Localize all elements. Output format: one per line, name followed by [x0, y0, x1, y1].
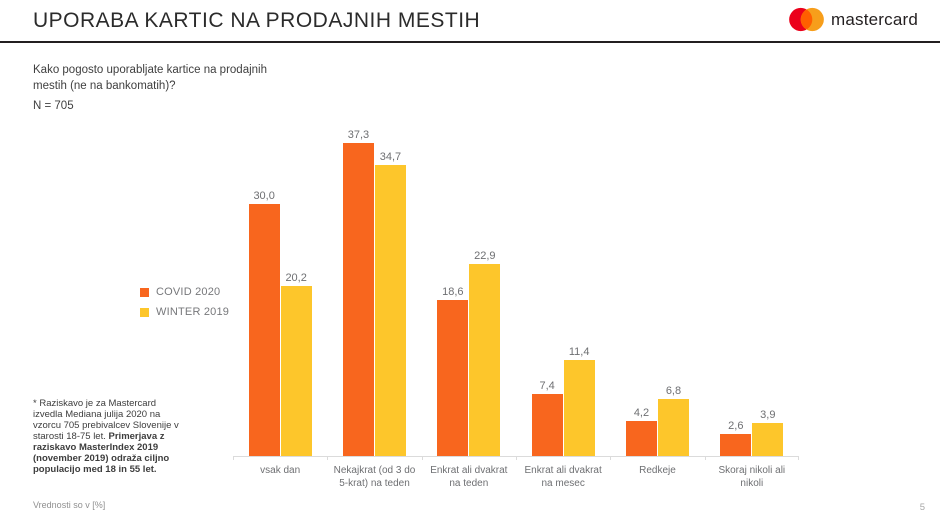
bar-covid-2020 — [342, 143, 374, 456]
bar-group: 37,3 34,7 — [327, 121, 421, 456]
bar-column: 2,6 — [720, 420, 752, 456]
category-label: Nekajkrat (od 3 do 5-krat) na teden — [327, 457, 421, 490]
category-label: vsak dan — [233, 457, 327, 490]
bar-value-label: 20,2 — [285, 272, 307, 284]
page-number: 5 — [919, 502, 925, 513]
footnote-bold: Primerjava z raziskavo MasterIndex 2019 … — [33, 431, 170, 476]
bar-chart: 30,0 20,2 37,3 34,7 18,6 22,9 7,4 11,4 4,2 6,8 2,6… — [233, 121, 799, 490]
category-label: Redkeje — [610, 457, 704, 490]
bar-column: 18,6 — [437, 286, 469, 456]
bar-winter-2019 — [469, 264, 501, 456]
bar-column: 7,4 — [531, 380, 563, 456]
survey-question: Kako pogosto uporabljate kartice na prod… — [33, 64, 267, 92]
bar-value-label: 34,7 — [379, 151, 402, 163]
category-label: Skoraj nikoli ali nikoli — [704, 457, 799, 490]
bar-winter-2019 — [374, 165, 406, 456]
bar-group: 30,0 20,2 — [233, 121, 327, 456]
footnote: * Raziskavo je za Mastercard izvedla Med… — [33, 398, 187, 475]
bar-winter-2019 — [752, 423, 784, 456]
bar-value-label: 7,4 — [539, 380, 555, 392]
bar-group: 2,6 3,9 — [705, 121, 799, 456]
bar-column: 34,7 — [374, 151, 406, 456]
bar-value-label: 2,6 — [728, 420, 744, 432]
bar-covid-2020 — [531, 394, 563, 456]
bar-column: 22,9 — [469, 250, 501, 456]
legend-swatch — [140, 287, 149, 297]
bar-column: 37,3 — [342, 129, 374, 456]
bar-column: 30,0 — [248, 190, 280, 456]
category-label: Enkrat ali dvakrat na mesec — [515, 457, 610, 490]
bar-column: 20,2 — [280, 272, 312, 456]
bar-group: 18,6 22,9 — [422, 121, 516, 456]
bar-column: 4,2 — [625, 407, 657, 456]
bar-winter-2019 — [563, 360, 595, 456]
bar-value-label: 11,4 — [568, 346, 590, 358]
header-divider — [0, 41, 940, 43]
bar-covid-2020 — [720, 434, 752, 456]
category-axis: vsak dan Nekajkrat (od 3 do 5-krat) na te… — [233, 457, 799, 490]
values-unit-note: Vrednosti so v [%] — [33, 500, 106, 510]
legend-swatch — [140, 307, 149, 317]
bar-covid-2020 — [248, 204, 280, 456]
chart-legend: COVID 2020 WINTER 2019 — [140, 286, 229, 318]
mastercard-logo: mastercard — [788, 6, 918, 33]
bar-winter-2019 — [657, 399, 689, 456]
legend-item: WINTER 2019 — [140, 306, 229, 318]
bar-value-label: 3,9 — [760, 409, 776, 421]
bar-value-label: 18,6 — [442, 286, 464, 298]
bar-value-label: 4,2 — [633, 407, 650, 419]
bar-value-label: 30,0 — [253, 190, 275, 202]
bar-column: 3,9 — [752, 409, 784, 456]
bar-winter-2019 — [280, 286, 312, 456]
chart-plot-area: 30,0 20,2 37,3 34,7 18,6 22,9 7,4 11,4 4,2 6,8 2,6… — [233, 121, 799, 457]
page-title: UPORABA KARTIC NA PRODAJNIH MESTIH — [33, 9, 481, 32]
category-label: Enkrat ali dvakrat na teden — [421, 457, 516, 490]
bar-value-label: 37,3 — [347, 129, 370, 141]
bar-covid-2020 — [625, 421, 657, 456]
mastercard-wordmark: mastercard — [831, 9, 919, 29]
sample-size: N = 705 — [33, 100, 74, 112]
mastercard-circles-icon — [789, 7, 824, 32]
bar-column: 6,8 — [657, 385, 689, 456]
legend-label: COVID 2020 — [156, 286, 221, 298]
bar-covid-2020 — [437, 300, 469, 456]
bar-value-label: 6,8 — [665, 385, 682, 397]
bar-column: 11,4 — [563, 346, 595, 456]
legend-item: COVID 2020 — [140, 286, 229, 298]
bar-value-label: 22,9 — [474, 250, 496, 262]
bar-group: 4,2 6,8 — [610, 121, 704, 456]
footnote-regular: * Raziskavo je za Mastercard izvedla Med… — [33, 398, 179, 443]
legend-label: WINTER 2019 — [156, 306, 230, 318]
bar-group: 7,4 11,4 — [516, 121, 610, 456]
